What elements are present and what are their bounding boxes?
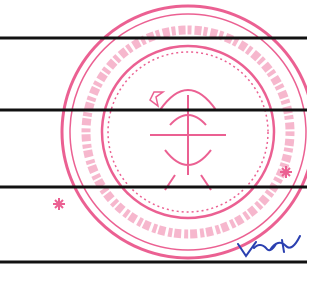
page (0, 0, 307, 288)
scan (0, 0, 307, 288)
